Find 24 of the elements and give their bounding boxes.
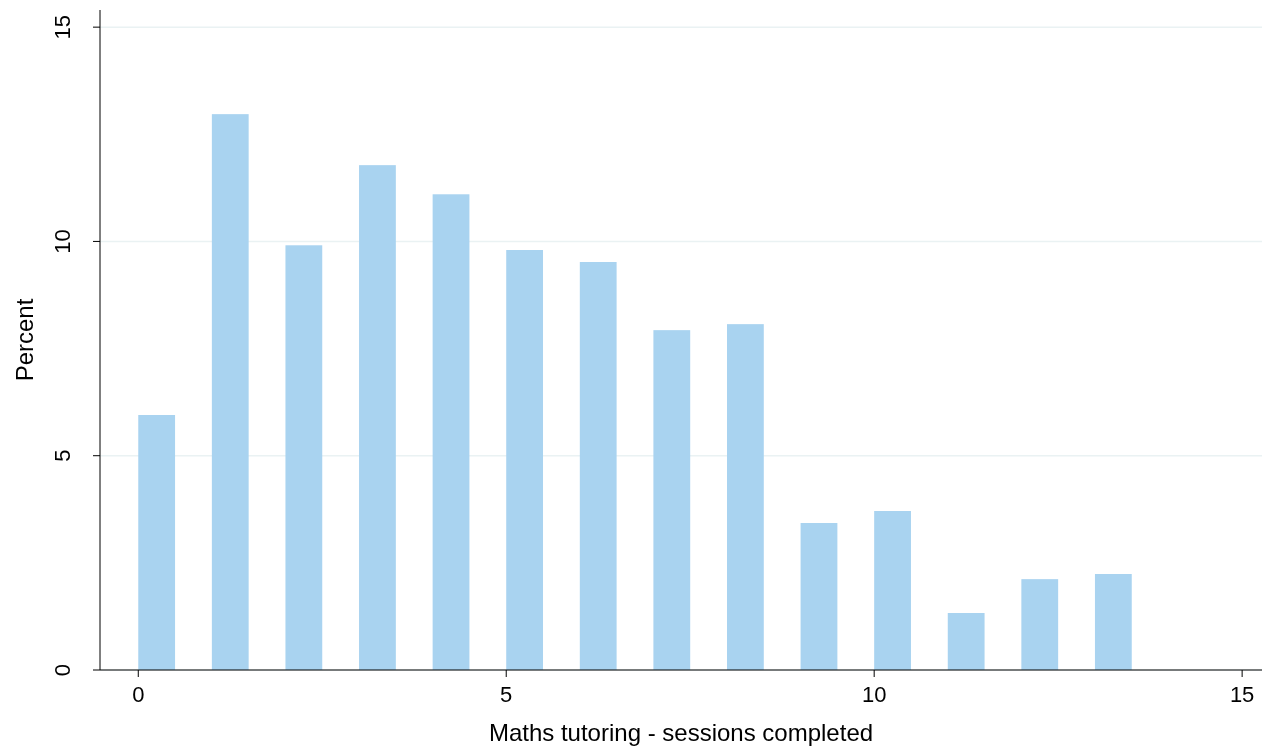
x-axis-title: Maths tutoring - sessions completed [488,719,874,746]
x-tick-label: 15 [1229,682,1255,707]
bar [506,250,544,670]
bar [947,613,985,670]
y-tick-label: 0 [50,663,75,677]
x-tick-label: 5 [500,682,513,707]
bar [285,245,323,670]
bar [579,262,617,670]
y-tick-label: 15 [50,14,75,40]
y-tick-label: 5 [50,449,75,462]
bar [874,511,911,670]
bar [359,165,396,670]
y-tick-label: 10 [50,229,75,254]
x-tick-label: 10 [861,682,887,707]
bar [1094,574,1132,670]
bar [211,114,249,670]
bar [1021,579,1059,670]
bar [432,194,470,670]
x-tick-label: 0 [132,682,145,707]
bar [138,415,176,670]
bar [800,523,838,670]
bar [726,324,764,670]
y-axis-title: Percent [11,298,38,382]
bar [653,330,691,670]
